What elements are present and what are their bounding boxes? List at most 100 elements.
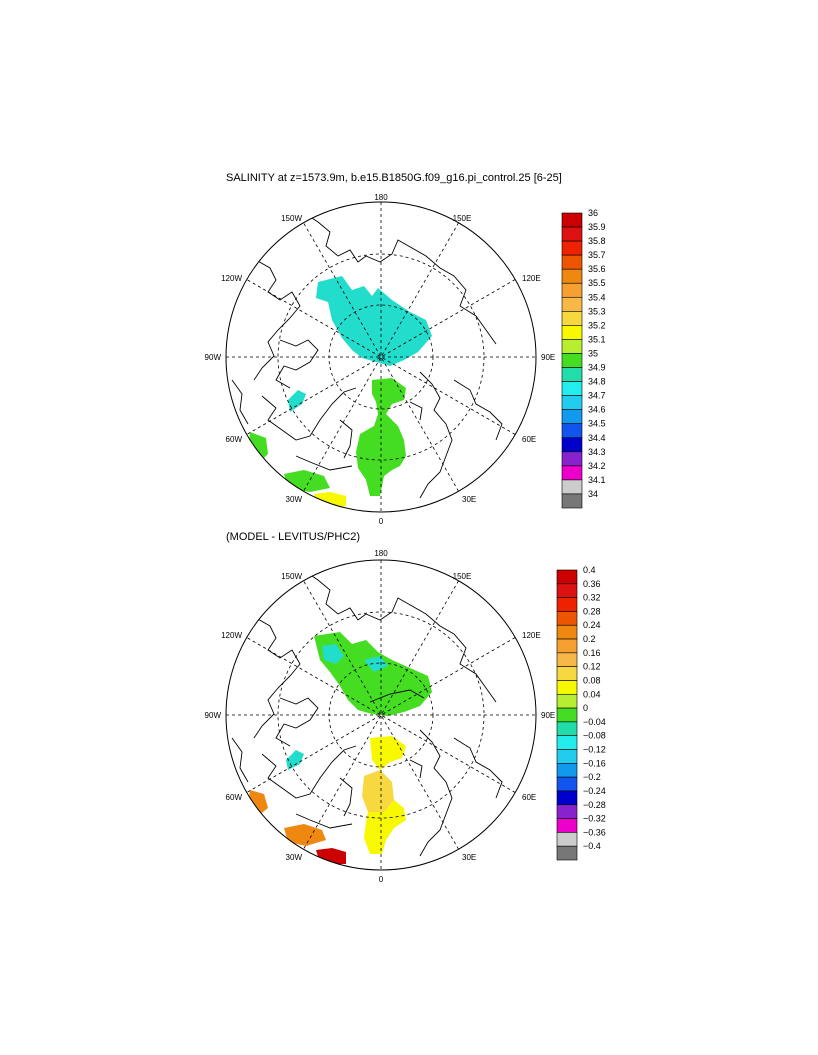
colorbar-swatch [561,493,583,509]
colorbar-label: 0.2 [583,634,596,644]
colorbar-label: 34.6 [588,405,606,415]
label-150w: 150W [281,572,302,581]
label-90e: 90E [541,353,555,362]
panel-2-title: (MODEL - LEVITUS/PHC2) [226,531,361,543]
colorbar-label: 34.8 [588,377,606,387]
diff-field-cyan [322,644,344,664]
graticule-2 [226,560,536,870]
colorbar-swatch [556,735,578,750]
colorbar-label: 35.8 [588,236,606,246]
colorbar-swatch [556,804,578,819]
diff-field-north-atlantic [284,824,326,846]
coastlines-2 [231,567,503,857]
colorbar-swatch [561,423,583,439]
colorbar-2: 0.4 0.36 0.32 0.28 0.24 0.2 0.16 0.12 0.08 0.04 0 −… [556,565,606,861]
colorbar-swatch [556,666,578,681]
colorbar-label: 0.36 [583,579,601,589]
colorbar-swatch [561,212,583,228]
colorbar-1: 36 35.9 35.8 35.7 35.6 35.5 35.4 35.3 35.2 35.1 35… [561,208,606,509]
colorbar-label: 34 [588,489,598,499]
colorbar-swatch [556,583,578,598]
colorbar-swatch [561,381,583,396]
colorbar-swatch [556,652,578,667]
colorbar-swatch [556,776,578,792]
colorbar-label: −0.4 [583,841,601,851]
colorbar-swatch [556,763,578,778]
colorbar-label: 34.9 [588,363,606,373]
colorbar-label: 35.3 [588,306,606,316]
colorbar-swatch [556,749,578,764]
colorbar-swatch [561,296,583,312]
colorbar-swatch [561,240,583,256]
label-180: 180 [374,549,388,558]
colorbar-swatch [556,832,578,847]
label-90w: 90W [205,353,222,362]
colorbar-swatch [561,353,583,368]
diff-field-gold [362,770,394,812]
label-120w: 120W [221,631,242,640]
label-0: 0 [379,875,384,884]
label-120w: 120W [221,274,242,283]
colorbar-swatch [556,569,578,585]
salinity-field-north-atlantic [284,470,330,492]
label-60e: 60E [522,435,536,444]
colorbar-label: 35.1 [588,334,606,344]
colorbar-swatch [561,437,583,453]
colorbar-swatch [556,693,578,709]
colorbar-label: 34.3 [588,447,606,457]
colorbar-swatch [561,282,583,298]
colorbar-label: −0.04 [583,717,606,727]
graticule-1 [226,202,536,512]
colorbar-swatch [556,680,578,695]
colorbar-swatch [561,395,583,410]
salinity-field-labrador [248,432,268,462]
colorbar-label: 35.2 [588,320,606,330]
colorbar-label: 0.08 [583,675,601,685]
colorbar-label: 0.28 [583,606,601,616]
panel-1-map: 180 150E 120E 90E 60E 30E 0 30W 60W 90W … [205,193,606,526]
salinity-field-arctic [316,276,432,366]
colorbar-label: 34.2 [588,461,606,471]
label-150e: 150E [453,214,472,223]
colorbar-label: 0.16 [583,648,601,658]
label-30e: 30E [462,853,476,862]
colorbar-swatch [556,790,578,806]
diff-field-arctic [314,632,432,716]
label-30w: 30W [286,495,303,504]
label-0: 0 [379,517,384,526]
colorbar-label: 0.32 [583,593,601,603]
colorbar-swatch [561,311,583,326]
colorbar-swatch [561,268,583,284]
label-30e: 30E [462,495,476,504]
colorbar-swatch [556,845,578,861]
colorbar-swatch [561,226,583,242]
label-120e: 120E [522,274,541,283]
colorbar-swatch [556,707,578,723]
colorbar-label: 34.1 [588,475,606,485]
colorbar-label: 34.7 [588,391,606,401]
colorbar-swatch [556,611,578,626]
colorbar-label: 35.4 [588,292,606,302]
panel-1-title: SALINITY at z=1573.9m, b.e15.B1850G.f09_… [226,172,562,184]
label-90e: 90E [541,711,555,720]
diff-field-yellow-top [370,736,406,770]
colorbar-label: 0.4 [583,565,596,575]
colorbar-label: 36 [588,208,598,218]
colorbar-swatch [556,624,578,640]
salinity-field-baffin [288,390,306,412]
colorbar-swatch [556,818,578,833]
colorbar-swatch [561,465,583,481]
diff-field-yellow-bottom [364,800,406,854]
label-120e: 120E [522,631,541,640]
colorbar-label: 0 [583,703,588,713]
salinity-field-yellow [314,492,346,508]
colorbar-label: −0.2 [583,772,601,782]
colorbar-label: −0.32 [583,814,606,824]
label-60e: 60E [522,793,536,802]
colorbar-swatch [561,409,583,425]
map-boundary-2 [225,559,537,871]
colorbar-swatch [556,721,578,737]
label-60w: 60W [226,435,243,444]
colorbar-swatch [556,597,578,612]
colorbar-label: −0.36 [583,827,606,837]
